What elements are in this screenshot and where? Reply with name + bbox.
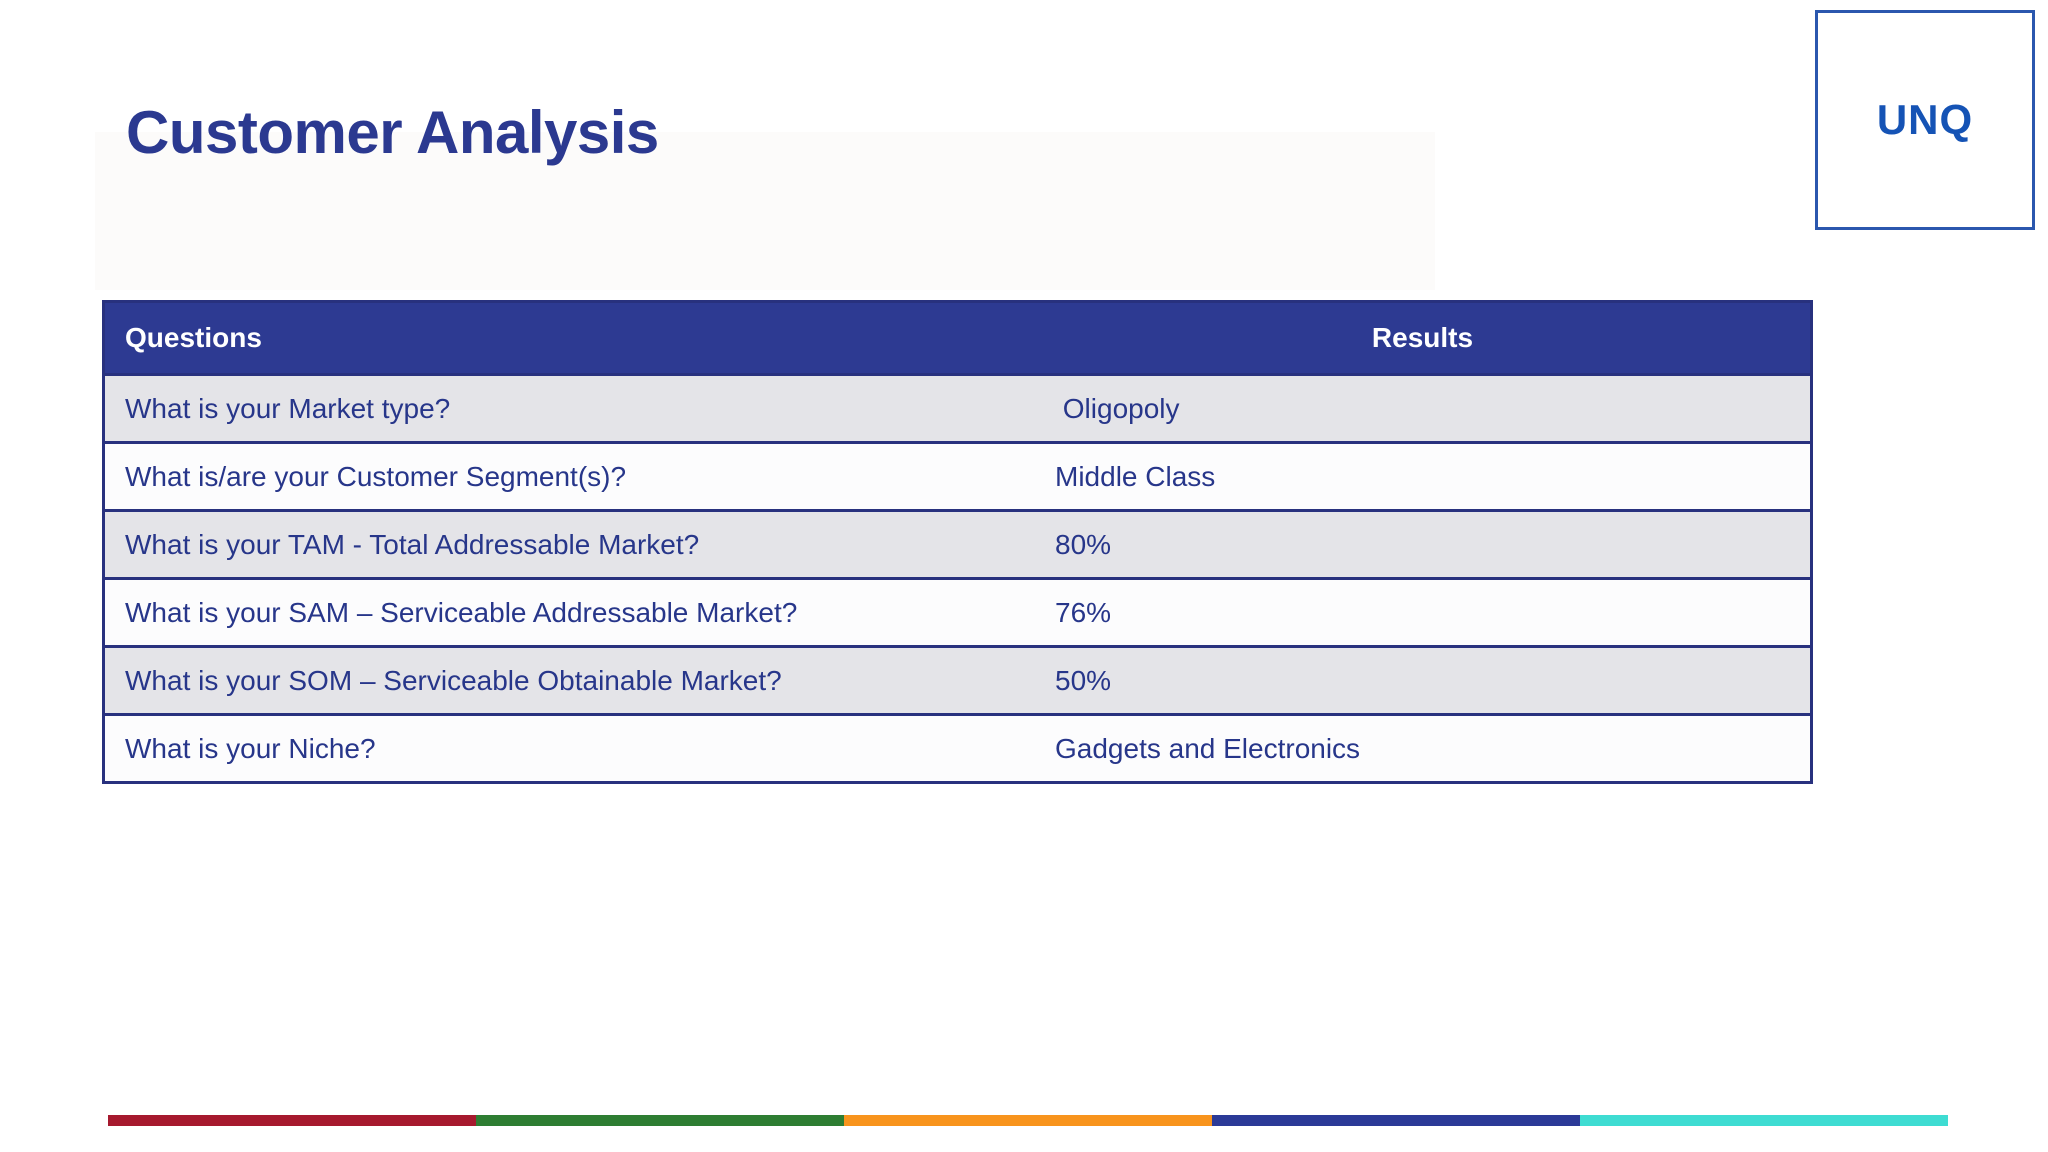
- table-row: What is your Niche? Gadgets and Electron…: [105, 713, 1810, 781]
- logo-text: UNQ: [1876, 96, 1974, 143]
- question-cell: What is your TAM - Total Addressable Mar…: [125, 528, 700, 560]
- footer-stripe-segment-green: [476, 1115, 844, 1126]
- logo-box: UNQ: [1815, 10, 2035, 230]
- column-header-results: Results: [1371, 322, 1474, 353]
- table-row: What is your SAM – Serviceable Addressab…: [105, 577, 1810, 645]
- footer-stripe-segment-blue: [1212, 1115, 1580, 1126]
- result-cell: 80%: [1055, 528, 1112, 560]
- title-background-band: [95, 132, 1435, 290]
- question-cell: What is/are your Customer Segment(s)?: [125, 460, 627, 492]
- question-cell: What is your SAM – Serviceable Addressab…: [125, 596, 798, 628]
- result-cell: Oligopoly: [1055, 392, 1180, 424]
- result-cell: 76%: [1055, 596, 1112, 628]
- column-header-questions: Questions: [125, 322, 262, 353]
- footer-stripe: [108, 1115, 1948, 1126]
- table-header-row: Questions Results: [105, 303, 1810, 373]
- result-cell: Gadgets and Electronics: [1055, 732, 1361, 764]
- footer-stripe-segment-turquoise: [1580, 1115, 1948, 1126]
- result-cell: 50%: [1055, 664, 1112, 696]
- result-cell: Middle Class: [1055, 460, 1216, 492]
- table-row: What is your TAM - Total Addressable Mar…: [105, 509, 1810, 577]
- table-row: What is your SOM – Serviceable Obtainabl…: [105, 645, 1810, 713]
- question-cell: What is your Niche?: [125, 732, 376, 764]
- footer-stripe-segment-orange: [844, 1115, 1212, 1126]
- slide-title: Customer Analysis: [126, 99, 659, 166]
- question-cell: What is your Market type?: [125, 392, 451, 424]
- question-cell: What is your SOM – Serviceable Obtainabl…: [125, 664, 782, 696]
- table-row: What is your Market type? Oligopoly: [105, 373, 1810, 441]
- table-row: What is/are your Customer Segment(s)? Mi…: [105, 441, 1810, 509]
- qa-table: Questions Results What is your Market ty…: [102, 300, 1813, 784]
- footer-stripe-segment-crimson: [108, 1115, 476, 1126]
